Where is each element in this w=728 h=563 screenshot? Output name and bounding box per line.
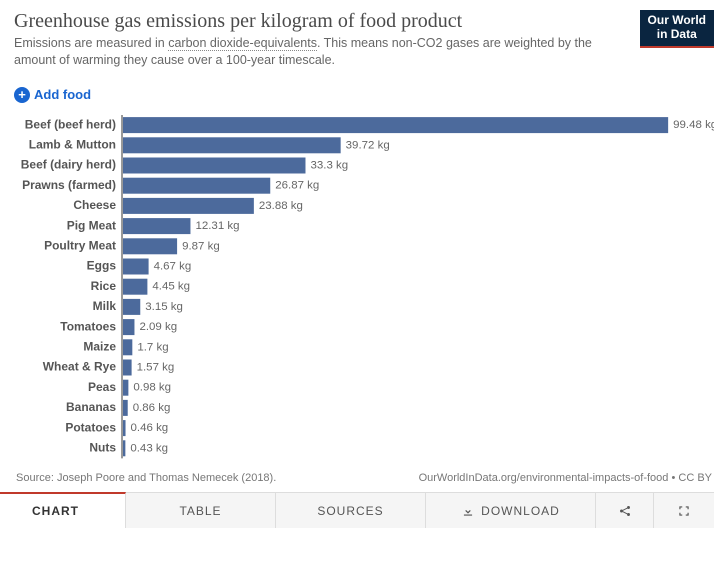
- bar[interactable]: [123, 238, 177, 254]
- bar-value: 26.87 kg: [275, 179, 319, 191]
- source-text: Source: Joseph Poore and Thomas Nemecek …: [16, 472, 276, 484]
- bar-label[interactable]: Potatoes: [65, 420, 116, 434]
- logo-line1: Our World: [648, 14, 706, 28]
- bar[interactable]: [123, 198, 254, 214]
- subtitle-pre: Emissions are measured in: [14, 36, 168, 50]
- bar-value: 23.88 kg: [259, 200, 303, 212]
- logo-line2: in Data: [648, 28, 706, 42]
- bar-value: 3.15 kg: [145, 301, 183, 313]
- bar[interactable]: [123, 319, 134, 335]
- bar-label[interactable]: Peas: [88, 380, 116, 394]
- bar[interactable]: [123, 137, 341, 153]
- add-food-label: Add food: [34, 87, 91, 102]
- bar-value: 4.67 kg: [154, 260, 192, 272]
- chart-area: Beef (beef herd) 99.48 kg Lamb & Mutton 39.…: [14, 113, 714, 466]
- tab-chart-label: CHART: [32, 504, 79, 518]
- bar[interactable]: [123, 400, 128, 416]
- bar-label[interactable]: Beef (beef herd): [25, 117, 116, 131]
- bar[interactable]: [123, 299, 140, 315]
- subtitle: Emissions are measured in carbon dioxide…: [14, 35, 594, 69]
- plus-icon: +: [14, 87, 30, 103]
- bar-label[interactable]: Eggs: [87, 258, 117, 272]
- bar[interactable]: [123, 359, 132, 375]
- bar-value: 0.43 kg: [130, 442, 168, 454]
- bar[interactable]: [123, 218, 190, 234]
- bar-label[interactable]: Prawns (farmed): [22, 178, 116, 192]
- add-food-button[interactable]: + Add food: [14, 87, 714, 103]
- tab-sources[interactable]: SOURCES: [276, 493, 426, 528]
- bar-value: 12.31 kg: [195, 220, 239, 232]
- tab-chart[interactable]: CHART: [0, 492, 126, 528]
- bar-value: 2.09 kg: [139, 321, 177, 333]
- bar-value: 33.3 kg: [310, 159, 348, 171]
- tabs-bar: CHART TABLE SOURCES DOWNLOAD: [0, 492, 714, 528]
- fullscreen-icon: [677, 504, 691, 518]
- bar-value: 0.46 kg: [131, 422, 169, 434]
- bar-label[interactable]: Beef (dairy herd): [21, 157, 116, 171]
- tab-fullscreen[interactable]: [654, 493, 714, 528]
- bar-value: 1.57 kg: [137, 361, 175, 373]
- bar-label[interactable]: Pig Meat: [67, 218, 116, 232]
- bar[interactable]: [123, 258, 149, 274]
- bar-value: 99.48 kg: [673, 119, 714, 131]
- bar-label[interactable]: Lamb & Mutton: [29, 137, 116, 151]
- bar-label[interactable]: Bananas: [66, 400, 116, 414]
- bar[interactable]: [123, 339, 132, 355]
- header: Greenhouse gas emissions per kilogram of…: [14, 10, 714, 69]
- bar-value: 1.7 kg: [137, 341, 168, 353]
- bar-label[interactable]: Rice: [91, 279, 117, 293]
- bar[interactable]: [123, 157, 305, 173]
- bar-value: 4.45 kg: [152, 280, 190, 292]
- bar-value: 0.86 kg: [133, 402, 171, 414]
- bar[interactable]: [123, 379, 128, 395]
- page-title: Greenhouse gas emissions per kilogram of…: [14, 10, 594, 33]
- tab-download-label: DOWNLOAD: [481, 504, 560, 518]
- bar-label[interactable]: Milk: [93, 299, 117, 313]
- bar-label[interactable]: Wheat & Rye: [43, 359, 117, 373]
- bar[interactable]: [123, 440, 125, 456]
- tab-table[interactable]: TABLE: [126, 493, 276, 528]
- subtitle-term[interactable]: carbon dioxide-equivalents: [168, 36, 317, 51]
- bar-label[interactable]: Maize: [83, 339, 116, 353]
- bar-value: 0.98 kg: [133, 381, 171, 393]
- share-icon: [618, 504, 632, 518]
- tab-sources-label: SOURCES: [317, 504, 383, 518]
- bar[interactable]: [123, 117, 668, 133]
- attribution-text: OurWorldInData.org/environmental-impacts…: [419, 472, 712, 484]
- bar[interactable]: [123, 177, 270, 193]
- bar-label[interactable]: Tomatoes: [60, 319, 116, 333]
- owid-logo[interactable]: Our World in Data: [640, 10, 714, 48]
- tab-share[interactable]: [596, 493, 654, 528]
- bar[interactable]: [123, 278, 147, 294]
- bar-value: 39.72 kg: [346, 139, 390, 151]
- bar[interactable]: [123, 420, 126, 436]
- download-icon: [461, 504, 475, 518]
- tab-download[interactable]: DOWNLOAD: [426, 493, 596, 528]
- tab-table-label: TABLE: [179, 504, 221, 518]
- bar-label[interactable]: Cheese: [73, 198, 116, 212]
- bar-label[interactable]: Nuts: [89, 440, 116, 454]
- bar-chart: Beef (beef herd) 99.48 kg Lamb & Mutton 39.…: [14, 113, 714, 466]
- bar-value: 9.87 kg: [182, 240, 220, 252]
- bar-label[interactable]: Poultry Meat: [44, 238, 116, 252]
- source-row: Source: Joseph Poore and Thomas Nemecek …: [14, 472, 714, 484]
